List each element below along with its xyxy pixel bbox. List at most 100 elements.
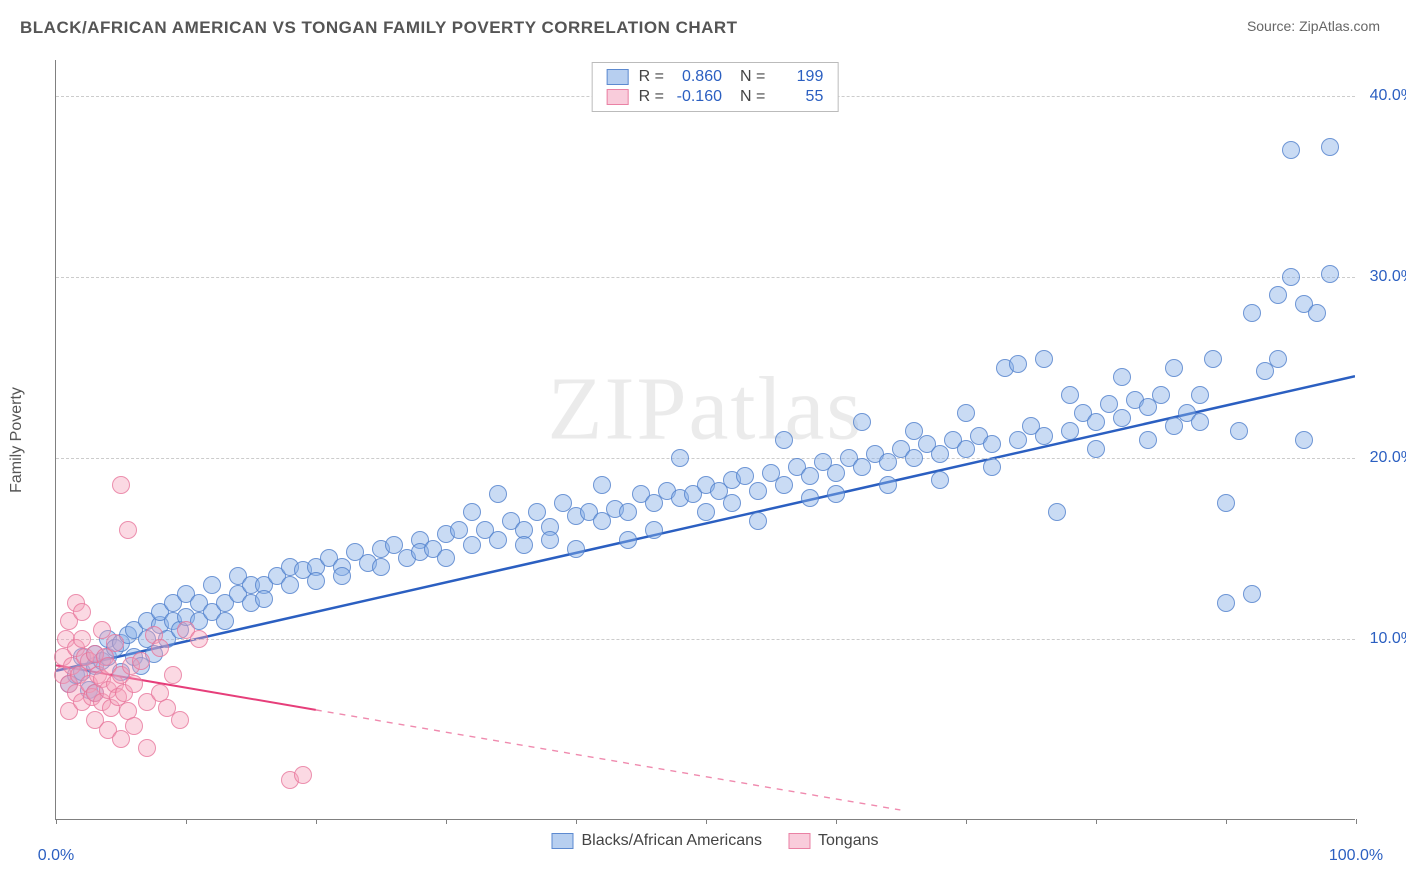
data-point bbox=[931, 445, 949, 463]
data-point bbox=[1321, 265, 1339, 283]
data-point bbox=[1217, 494, 1235, 512]
data-point bbox=[294, 766, 312, 784]
data-point bbox=[1139, 431, 1157, 449]
data-point bbox=[593, 476, 611, 494]
correlation-legend: R = 0.860 N = 199 R = -0.160 N = 55 bbox=[592, 62, 839, 112]
data-point bbox=[1191, 386, 1209, 404]
data-point bbox=[1035, 350, 1053, 368]
data-point bbox=[1048, 503, 1066, 521]
grid-line bbox=[56, 639, 1355, 640]
data-point bbox=[112, 476, 130, 494]
data-point bbox=[132, 652, 150, 670]
x-tick bbox=[1226, 819, 1227, 824]
data-point bbox=[515, 536, 533, 554]
data-point bbox=[983, 435, 1001, 453]
x-tick bbox=[186, 819, 187, 824]
data-point bbox=[255, 590, 273, 608]
data-point bbox=[125, 717, 143, 735]
data-point bbox=[1100, 395, 1118, 413]
data-point bbox=[827, 485, 845, 503]
data-point bbox=[749, 512, 767, 530]
data-point bbox=[1165, 359, 1183, 377]
data-point bbox=[1061, 422, 1079, 440]
n-value-pink: 55 bbox=[771, 88, 823, 106]
x-tick bbox=[966, 819, 967, 824]
grid-line bbox=[56, 458, 1355, 459]
data-point bbox=[125, 675, 143, 693]
data-point bbox=[119, 521, 137, 539]
series-legend: Blacks/African Americans Tongans bbox=[551, 832, 878, 850]
legend-label-pink: Tongans bbox=[818, 832, 879, 850]
legend-row-blue: R = 0.860 N = 199 bbox=[607, 67, 824, 87]
data-point bbox=[749, 482, 767, 500]
data-point bbox=[1061, 386, 1079, 404]
data-point bbox=[801, 489, 819, 507]
data-point bbox=[1269, 286, 1287, 304]
chart-container: Family Poverty ZIPatlas 10.0%20.0%30.0%4… bbox=[55, 60, 1375, 820]
data-point bbox=[216, 612, 234, 630]
n-label: N = bbox=[740, 88, 765, 106]
data-point bbox=[190, 630, 208, 648]
r-label: R = bbox=[639, 68, 664, 86]
data-point bbox=[645, 521, 663, 539]
source-attribution: Source: ZipAtlas.com bbox=[1247, 18, 1380, 34]
data-point bbox=[1217, 594, 1235, 612]
n-label: N = bbox=[740, 68, 765, 86]
data-point bbox=[619, 503, 637, 521]
data-point bbox=[164, 666, 182, 684]
data-point bbox=[905, 449, 923, 467]
data-point bbox=[879, 476, 897, 494]
y-tick-label: 10.0% bbox=[1370, 630, 1406, 648]
trend-lines bbox=[56, 60, 1355, 819]
data-point bbox=[775, 476, 793, 494]
n-value-blue: 199 bbox=[771, 68, 823, 86]
data-point bbox=[1243, 304, 1261, 322]
x-tick-label: 100.0% bbox=[1329, 847, 1383, 865]
swatch-blue bbox=[551, 833, 573, 849]
data-point bbox=[827, 464, 845, 482]
swatch-pink bbox=[607, 89, 629, 105]
x-tick bbox=[836, 819, 837, 824]
data-point bbox=[697, 503, 715, 521]
data-point bbox=[775, 431, 793, 449]
r-label: R = bbox=[639, 88, 664, 106]
data-point bbox=[541, 531, 559, 549]
grid-line bbox=[56, 277, 1355, 278]
data-point bbox=[1009, 431, 1027, 449]
data-point bbox=[463, 503, 481, 521]
data-point bbox=[73, 630, 91, 648]
legend-row-pink: R = -0.160 N = 55 bbox=[607, 87, 824, 107]
data-point bbox=[463, 536, 481, 554]
data-point bbox=[1308, 304, 1326, 322]
x-tick-label: 0.0% bbox=[38, 847, 74, 865]
data-point bbox=[801, 467, 819, 485]
data-point bbox=[1321, 138, 1339, 156]
y-tick-label: 40.0% bbox=[1370, 87, 1406, 105]
data-point bbox=[138, 739, 156, 757]
x-tick bbox=[706, 819, 707, 824]
data-point bbox=[723, 494, 741, 512]
x-tick bbox=[576, 819, 577, 824]
x-tick bbox=[1356, 819, 1357, 824]
data-point bbox=[567, 540, 585, 558]
x-tick bbox=[316, 819, 317, 824]
data-point bbox=[1009, 355, 1027, 373]
data-point bbox=[1269, 350, 1287, 368]
data-point bbox=[1204, 350, 1222, 368]
swatch-blue bbox=[607, 69, 629, 85]
data-point bbox=[450, 521, 468, 539]
x-tick bbox=[1096, 819, 1097, 824]
r-value-blue: 0.860 bbox=[670, 68, 722, 86]
plot-area: ZIPatlas 10.0%20.0%30.0%40.0%0.0%100.0% bbox=[55, 60, 1355, 820]
data-point bbox=[1282, 141, 1300, 159]
data-point bbox=[372, 558, 390, 576]
data-point bbox=[1282, 268, 1300, 286]
data-point bbox=[333, 567, 351, 585]
data-point bbox=[1113, 409, 1131, 427]
data-point bbox=[931, 471, 949, 489]
y-tick-label: 20.0% bbox=[1370, 449, 1406, 467]
data-point bbox=[1152, 386, 1170, 404]
data-point bbox=[671, 449, 689, 467]
data-point bbox=[983, 458, 1001, 476]
data-point bbox=[619, 531, 637, 549]
